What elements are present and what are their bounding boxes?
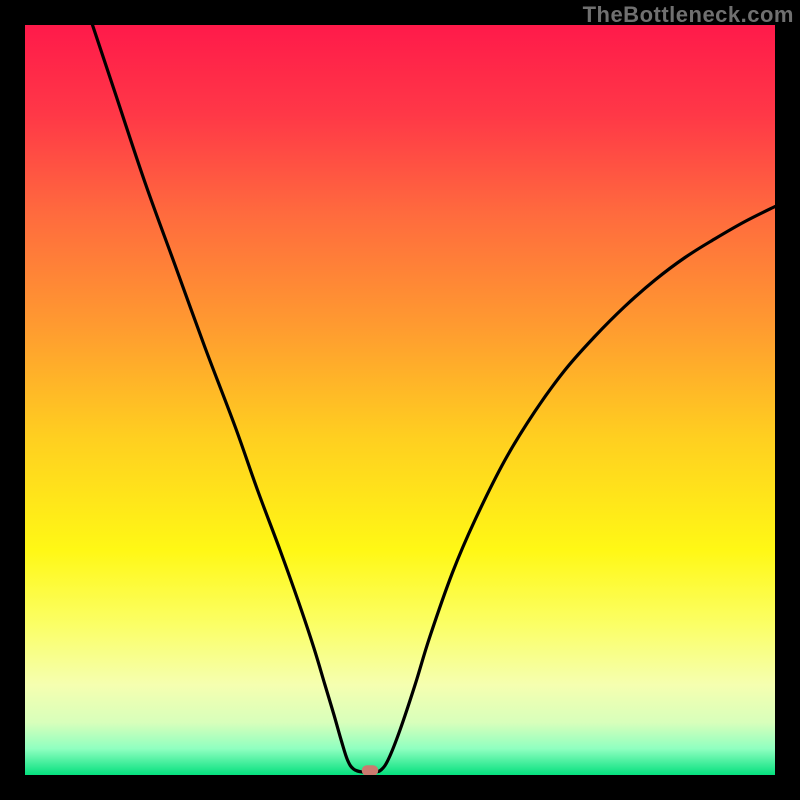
watermark-text: TheBottleneck.com bbox=[583, 2, 794, 28]
optimum-marker bbox=[362, 765, 379, 775]
plot-area bbox=[25, 25, 775, 775]
chart-background bbox=[25, 25, 775, 775]
chart-svg bbox=[25, 25, 775, 775]
